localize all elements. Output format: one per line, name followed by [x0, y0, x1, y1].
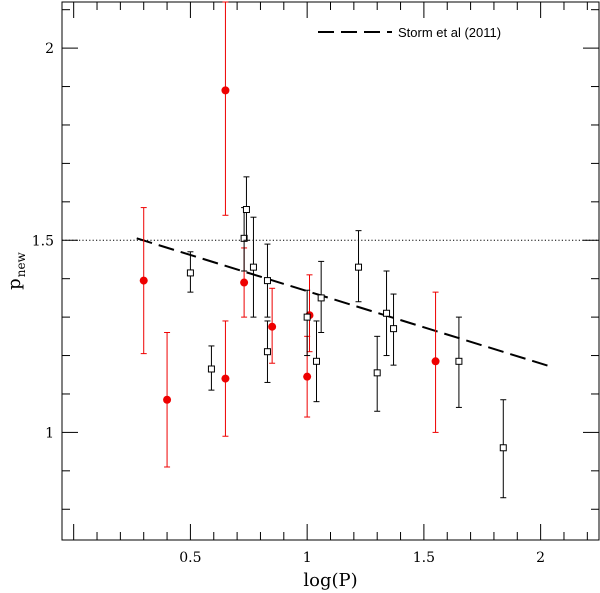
- plot-frame: [61, 1, 600, 541]
- data-point-square: [207, 365, 215, 373]
- y-tick-labels: 11.52: [32, 41, 54, 441]
- data-point-square: [499, 444, 507, 452]
- data-point-square: [249, 263, 257, 271]
- x-tick-label: 2: [536, 550, 545, 566]
- storm-relation-line: [136, 237, 553, 369]
- y-tick-label: 2: [45, 41, 54, 57]
- data-point-square: [312, 357, 320, 365]
- y-tick-label: 1.5: [32, 233, 54, 249]
- x-tick-label: 0.5: [179, 550, 201, 566]
- legend: Storm et al (2011): [318, 25, 501, 40]
- data-point-circle: [221, 374, 230, 383]
- series-layer: [139, 1, 507, 499]
- y-axis-title-group: pnew: [4, 251, 28, 289]
- data-point-square: [383, 309, 391, 317]
- y-axis-title-main: p: [4, 278, 25, 290]
- data-point-circle: [268, 322, 277, 331]
- legend-label: Storm et al (2011): [398, 25, 501, 40]
- data-point-circle: [163, 395, 172, 404]
- x-tick-label: 1.5: [413, 550, 435, 566]
- data-point-square: [317, 294, 325, 302]
- y-axis-title: pnew: [4, 251, 28, 289]
- data-point-circle: [221, 86, 230, 95]
- data-point-square: [186, 269, 194, 277]
- data-point-square: [373, 369, 381, 377]
- y-tick-label: 1: [45, 425, 54, 441]
- x-tick-label: 1: [303, 550, 312, 566]
- data-point-square: [355, 263, 363, 271]
- major-ticks: [62, 2, 599, 540]
- x-axis-title: log(P): [303, 570, 357, 591]
- data-point-square: [242, 206, 250, 214]
- data-point-square: [263, 277, 271, 285]
- series-black: [186, 176, 507, 499]
- data-point-circle: [240, 278, 249, 287]
- x-tick-labels: 0.5 1 1.5 2: [179, 550, 545, 566]
- y-axis-title-subscript: new: [14, 251, 28, 277]
- data-point-circle: [303, 372, 312, 381]
- data-point-square: [263, 348, 271, 356]
- data-point-circle: [431, 357, 440, 366]
- data-point-square: [240, 234, 248, 242]
- data-point-square: [455, 357, 463, 365]
- data-point-square: [390, 325, 398, 333]
- minor-ticks: [62, 2, 599, 540]
- series-red: [139, 1, 440, 468]
- data-point-circle: [139, 276, 148, 285]
- data-point-square: [303, 313, 311, 321]
